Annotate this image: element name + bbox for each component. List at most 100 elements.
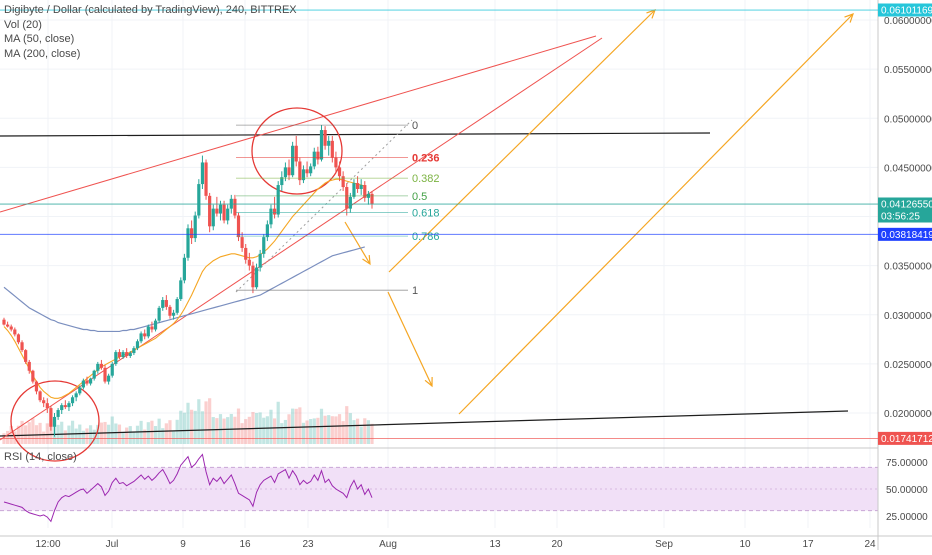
volume-bar xyxy=(323,415,327,444)
candle-body xyxy=(20,342,24,351)
candle-body xyxy=(31,370,35,382)
volume-bar xyxy=(110,416,114,444)
volume-bar xyxy=(204,401,208,444)
volume-bar xyxy=(200,411,205,444)
candle-body xyxy=(341,176,345,188)
volume-bar xyxy=(135,425,140,444)
candle-body xyxy=(74,393,78,398)
rsi-line xyxy=(3,453,373,523)
candle-body xyxy=(258,253,262,268)
candle-body xyxy=(27,361,31,371)
volume-bar xyxy=(298,407,302,444)
candle-body xyxy=(265,224,269,238)
volume-bar xyxy=(31,418,35,444)
candle-body xyxy=(186,228,190,258)
volume-bar xyxy=(150,420,154,444)
indicator-ma200[interactable]: MA (200, close) xyxy=(4,47,81,60)
volume-bar xyxy=(60,421,64,444)
arrow-up-2-head xyxy=(844,13,854,23)
volume-bar xyxy=(96,424,100,444)
price-tag xyxy=(878,431,932,445)
candle-body xyxy=(179,280,183,300)
candle-body xyxy=(262,237,266,254)
volume-bar xyxy=(291,408,295,444)
candle-body xyxy=(175,299,179,313)
price-tag xyxy=(878,227,932,241)
volume-bar xyxy=(312,418,316,444)
candle-body xyxy=(38,391,42,401)
volume-bar xyxy=(175,419,179,444)
candle-body xyxy=(135,341,140,349)
volume-bar xyxy=(20,420,24,444)
volume-bar xyxy=(168,420,172,444)
volume-bar xyxy=(359,426,363,444)
candle-body xyxy=(247,259,251,266)
candle-body xyxy=(218,204,223,214)
volume-bar xyxy=(265,416,269,444)
symbol-title[interactable]: Digibyte / Dollar (calculated by Trading… xyxy=(4,4,297,16)
y-tick-label: 0.02000000 xyxy=(884,409,932,420)
arrow-down-1 xyxy=(344,221,371,265)
candle-body xyxy=(117,352,122,357)
volume-bar xyxy=(74,428,78,444)
volume-bar xyxy=(45,423,49,444)
indicator-vol[interactable]: Vol (20) xyxy=(4,18,42,31)
x-tick-label: 9 xyxy=(180,539,186,550)
fib-label: 0.618 xyxy=(412,208,440,220)
candle-body xyxy=(355,183,360,189)
candle-body xyxy=(316,151,320,160)
rsi-tick-label: 25.00000 xyxy=(886,512,928,523)
arrow-down-1-head xyxy=(362,254,371,266)
candle-body xyxy=(294,145,298,162)
candle-body xyxy=(287,167,291,176)
rsi-title[interactable]: RSI (14, close) xyxy=(4,451,77,463)
candle-body xyxy=(193,215,197,239)
candle-body xyxy=(85,380,89,384)
candle-body xyxy=(92,370,96,379)
candle-body xyxy=(200,162,205,185)
volume-bar xyxy=(132,431,136,444)
wedge-lower-line xyxy=(0,37,603,441)
candle-body xyxy=(319,130,324,160)
indicator-ma50[interactable]: MA (50, close) xyxy=(4,33,75,45)
volume-bar xyxy=(27,422,31,444)
volume-bar xyxy=(309,419,313,444)
candle-body xyxy=(251,265,255,288)
candle-body xyxy=(327,140,331,146)
candle-body xyxy=(272,208,277,215)
y-tick-label: 0.04500000 xyxy=(884,163,932,174)
fib-trend-line xyxy=(235,119,413,293)
candle-body xyxy=(330,140,334,158)
candle-body xyxy=(146,326,150,337)
y-tick-label: 0.02500000 xyxy=(884,360,932,371)
candle-body xyxy=(60,405,64,411)
candle-body xyxy=(13,329,17,335)
candlesticks xyxy=(2,125,374,437)
volume-bar xyxy=(341,421,345,444)
fib-label: 1 xyxy=(412,285,418,297)
volume-bar xyxy=(190,409,194,444)
grid xyxy=(0,0,878,528)
volume-bar xyxy=(171,430,176,444)
volume-bar xyxy=(276,401,280,444)
candle-body xyxy=(215,208,219,214)
volume-bar xyxy=(355,418,360,444)
candle-body xyxy=(208,195,212,227)
candle-body xyxy=(233,198,237,216)
candle-body xyxy=(240,237,244,248)
candle-body xyxy=(312,151,316,167)
candle-body xyxy=(204,162,208,196)
volume-bar xyxy=(125,427,129,444)
volume-bar xyxy=(153,426,158,444)
candle-body xyxy=(2,319,6,325)
volume-bar xyxy=(330,416,334,444)
candle-body xyxy=(125,352,129,357)
candle-body xyxy=(49,408,53,427)
rsi-pane xyxy=(0,453,878,523)
highlight-circle-top xyxy=(251,107,343,195)
candle-body xyxy=(56,410,60,417)
y-tick-label: 0.03000000 xyxy=(884,311,932,322)
volume-bar xyxy=(6,430,10,444)
